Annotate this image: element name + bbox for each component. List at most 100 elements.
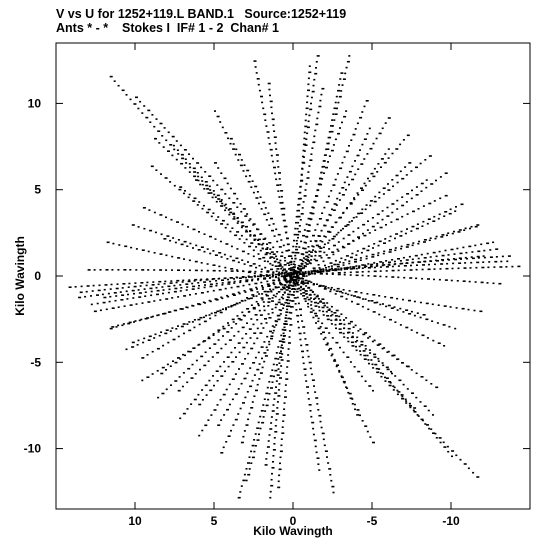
uv-point: [248, 270, 252, 273]
uv-point: [240, 382, 243, 385]
uv-point: [378, 197, 381, 199]
uv-point: [193, 197, 197, 200]
uv-point: [237, 220, 240, 223]
uv-point: [316, 270, 320, 273]
uv-point: [367, 263, 370, 265]
uv-point: [209, 280, 212, 283]
uv-point: [302, 267, 305, 269]
uv-point: [435, 255, 438, 258]
uv-point: [205, 314, 208, 317]
uv-point: [494, 260, 498, 263]
uv-point: [104, 284, 108, 286]
uv-point: [279, 456, 282, 459]
uv-point: [278, 271, 281, 274]
uv-point: [246, 322, 248, 324]
uv-point: [462, 280, 466, 282]
uv-point: [369, 204, 372, 207]
uv-point: [295, 239, 298, 242]
uv-point: [328, 349, 330, 351]
uv-point: [272, 461, 274, 463]
uv-point: [351, 300, 353, 303]
uv-point: [203, 340, 207, 342]
uv-point: [209, 285, 213, 288]
uv-point: [234, 418, 238, 421]
uv-point: [220, 223, 224, 225]
uv-point: [294, 251, 298, 254]
uv-point: [304, 338, 307, 340]
uv-point: [298, 273, 302, 275]
uv-point: [261, 298, 264, 301]
uv-point: [245, 424, 249, 426]
uv-point: [357, 370, 361, 373]
uv-point: [149, 229, 153, 232]
uv-point: [262, 404, 265, 406]
uv-point: [263, 305, 266, 308]
uv-point: [307, 171, 310, 173]
uv-point: [296, 276, 300, 279]
uv-point: [243, 315, 246, 317]
uv-point: [257, 278, 260, 280]
uv-point: [342, 332, 345, 335]
uv-point: [301, 207, 304, 209]
uv-point: [333, 358, 336, 361]
uv-point: [241, 250, 245, 253]
uv-point: [483, 256, 486, 259]
uv-point: [340, 269, 343, 271]
uv-point: [280, 346, 283, 349]
uv-point: [309, 108, 313, 111]
uv-point: [272, 288, 275, 291]
uv-point: [276, 251, 279, 253]
uv-point: [220, 172, 223, 174]
uv-point: [501, 255, 504, 258]
uv-point: [138, 292, 142, 294]
uv-point: [183, 295, 187, 297]
uv-point: [232, 143, 235, 145]
uv-point: [153, 337, 156, 339]
uv-point: [454, 258, 457, 261]
uv-point: [253, 239, 256, 241]
uv-point: [379, 266, 382, 268]
uv-point: [286, 243, 290, 246]
uv-point: [302, 272, 306, 274]
uv-point: [248, 468, 251, 470]
uv-point: [428, 263, 430, 266]
uv-point: [171, 269, 173, 271]
uv-point: [321, 298, 325, 300]
uv-point: [397, 358, 400, 360]
uv-point: [161, 286, 164, 288]
uv-point: [256, 427, 260, 429]
uv-point: [222, 393, 226, 396]
uv-point: [265, 293, 268, 296]
uv-point: [259, 273, 262, 276]
uv-point: [346, 224, 350, 226]
uv-point: [209, 189, 212, 191]
uv-point: [310, 271, 313, 274]
uv-point: [236, 231, 240, 233]
uv-point: [291, 251, 295, 254]
uv-point: [281, 347, 284, 349]
uv-point: [257, 304, 260, 307]
uv-point: [199, 316, 203, 319]
uv-point: [424, 260, 427, 263]
uv-point: [232, 424, 235, 426]
uv-point: [314, 201, 316, 203]
uv-point: [323, 288, 327, 290]
uv-point: [267, 212, 270, 214]
uv-point: [206, 269, 209, 272]
uv-point: [153, 269, 156, 271]
uv-point: [327, 161, 329, 163]
uv-point: [250, 304, 253, 306]
uv-point: [480, 281, 484, 284]
uv-point: [117, 306, 120, 308]
uv-point: [348, 145, 350, 147]
uv-point: [297, 326, 300, 329]
uv-point: [416, 414, 419, 416]
uv-point: [410, 369, 413, 371]
uv-point: [287, 293, 290, 296]
uv-point: [214, 254, 218, 256]
uv-point: [288, 336, 291, 338]
uv-point: [473, 309, 476, 312]
uv-point: [175, 281, 178, 284]
uv-point: [463, 463, 467, 465]
uv-point: [305, 251, 309, 254]
